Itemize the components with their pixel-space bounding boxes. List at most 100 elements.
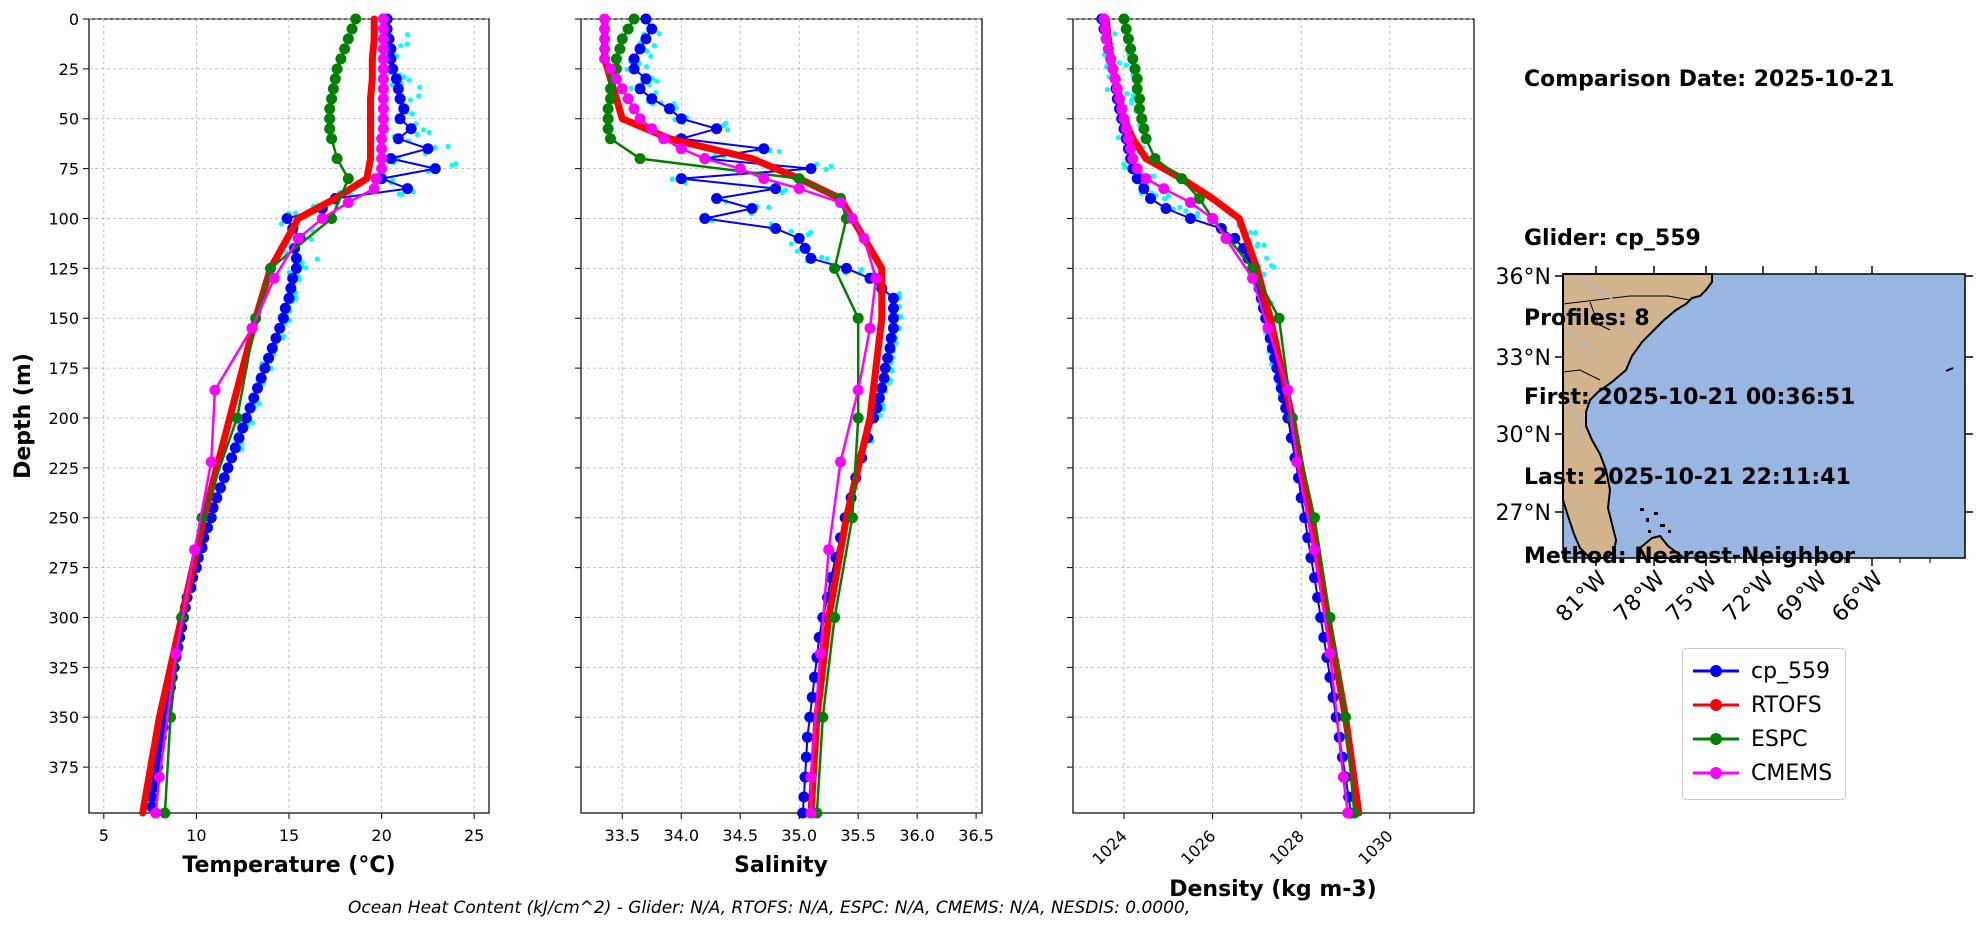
series-point-rtofs xyxy=(367,115,374,123)
map-lat-label: 27°N xyxy=(1496,501,1551,526)
raw-glider-point xyxy=(643,64,650,70)
series-point-cp_559 xyxy=(1160,203,1172,214)
x-tick-label: 34.0 xyxy=(663,826,699,845)
x-tick-label: 35.0 xyxy=(781,826,817,845)
series-line-cp_559 xyxy=(1100,18,1352,814)
series-point-cp_559 xyxy=(878,372,890,384)
x-tick-label: 35.5 xyxy=(840,826,876,845)
map-inset: 36°N33°N30°N27°N81°W78°W75°W72°W69°W66°W xyxy=(1496,265,1973,627)
map-lat-label: 30°N xyxy=(1496,423,1551,448)
series-point-cp_559 xyxy=(429,163,441,175)
raw-glider-point xyxy=(416,93,422,99)
series-point-espc xyxy=(329,73,341,85)
raw-glider-point xyxy=(656,31,662,37)
series-point-cmems xyxy=(170,647,182,659)
raw-glider-point xyxy=(1161,196,1168,202)
series-point-cp_559 xyxy=(879,362,891,374)
series-point-espc xyxy=(846,512,858,524)
series-point-espc xyxy=(265,262,276,274)
series-point-cmems xyxy=(858,232,870,244)
series-point-cp_559 xyxy=(797,807,809,819)
series-point-cp_559 xyxy=(252,382,263,394)
series-point-espc xyxy=(1120,23,1132,35)
series-point-cmems xyxy=(1247,272,1258,284)
raw-glider-point xyxy=(398,43,404,49)
raw-glider-point xyxy=(624,66,630,72)
series-point-cp_559 xyxy=(805,163,817,175)
series-point-cmems xyxy=(1291,456,1303,468)
series-point-cp_559 xyxy=(244,402,256,414)
series-point-cp_559 xyxy=(237,422,249,434)
map-lat-label: 36°N xyxy=(1496,265,1551,290)
series-point-cp_559 xyxy=(758,143,770,155)
series-point-cmems xyxy=(734,163,746,175)
series-point-rtofs xyxy=(878,314,886,322)
series-point-cp_559 xyxy=(1138,183,1150,195)
series-point-cmems xyxy=(1184,197,1196,208)
legend-item-espc: ESPC xyxy=(1691,723,1808,755)
map-borders xyxy=(1562,295,1691,381)
series-point-espc xyxy=(1127,53,1139,65)
raw-glider-point xyxy=(766,204,772,210)
series-point-espc xyxy=(326,93,338,105)
raw-glider-point xyxy=(409,111,415,117)
series-point-cp_559 xyxy=(699,213,711,224)
series-point-rtofs xyxy=(748,155,756,163)
series-point-cmems xyxy=(377,73,389,85)
x-tick-label: 10 xyxy=(186,826,206,845)
series-point-cp_559 xyxy=(279,302,291,314)
series-point-cmems xyxy=(1099,23,1111,35)
legend-item-cmems: CMEMS xyxy=(1691,757,1832,789)
raw-glider-point xyxy=(1124,91,1130,97)
x-tick-label: 33.5 xyxy=(604,826,640,845)
series-point-espc xyxy=(326,133,338,145)
series-point-cmems xyxy=(852,384,864,396)
series-line-rtofs xyxy=(601,19,886,814)
x-tick-label: 20 xyxy=(371,826,391,845)
series-point-cp_559 xyxy=(628,53,640,65)
series-point-cmems xyxy=(1116,103,1128,115)
y-tick-label: 200 xyxy=(48,409,79,428)
series-point-cp_559 xyxy=(770,183,782,195)
raw-glider-point xyxy=(654,78,660,84)
series-point-espc xyxy=(602,103,614,115)
series-point-cmems xyxy=(1309,544,1320,556)
series-point-cp_559 xyxy=(398,103,410,115)
series-point-cp_559 xyxy=(1145,193,1156,204)
series-point-cmems xyxy=(1100,33,1112,45)
series-point-espc xyxy=(634,153,646,165)
raw-glider-point xyxy=(453,161,459,167)
info-block: Comparison Date: 2025-10-21 Glider: cp_5… xyxy=(1524,14,1894,597)
series-point-cmems xyxy=(1107,63,1119,75)
y-tick-label: 350 xyxy=(48,708,79,727)
series-point-cmems xyxy=(150,807,162,819)
raw-glider-point xyxy=(389,82,395,88)
depth-ylabel: Depth (m) xyxy=(11,353,36,479)
raw-glider-point xyxy=(819,254,825,260)
series-point-cmems xyxy=(377,13,389,25)
series-line-cmems xyxy=(154,19,385,814)
series-point-espc xyxy=(327,83,339,95)
series-point-rtofs xyxy=(866,414,874,422)
series-point-espc xyxy=(1138,123,1150,135)
legend-label-cmems: CMEMS xyxy=(1751,760,1833,786)
series-point-cmems xyxy=(805,807,817,819)
series-point-espc xyxy=(793,173,805,185)
series-point-cmems xyxy=(599,43,611,55)
series-point-espc xyxy=(339,43,351,55)
series-point-espc xyxy=(331,63,343,75)
x-tick-label: 25 xyxy=(464,826,484,845)
series-point-rtofs xyxy=(363,175,371,183)
legend-label-espc: ESPC xyxy=(1751,726,1808,752)
series-point-cmems xyxy=(622,93,634,105)
series-point-cp_559 xyxy=(840,262,852,274)
raw-glider-point xyxy=(1112,31,1118,37)
series-point-cp_559 xyxy=(1184,213,1196,224)
series-point-espc xyxy=(1324,612,1336,623)
x-tick-label: 15 xyxy=(279,826,299,845)
y-tick-label: 25 xyxy=(59,60,79,79)
series-point-cp_559 xyxy=(640,33,652,45)
raw-glider-point xyxy=(1115,134,1121,141)
series-rtofs xyxy=(601,15,886,817)
series-point-rtofs xyxy=(139,809,147,817)
